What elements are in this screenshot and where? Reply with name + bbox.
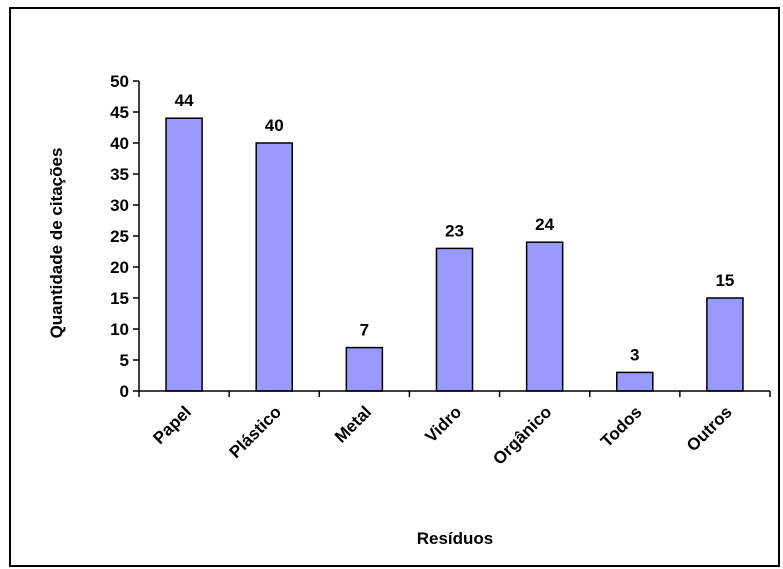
y-tick-label: 5 <box>120 351 129 370</box>
x-axis-title: Resíduos <box>417 529 494 548</box>
y-tick-label: 10 <box>110 320 129 339</box>
bar-orgânico <box>525 241 564 392</box>
x-ticks <box>138 391 771 397</box>
y-tick-label: 35 <box>110 165 129 184</box>
data-label: 15 <box>715 271 734 290</box>
y-tick-label: 20 <box>110 258 129 277</box>
bar-vidro <box>435 247 474 392</box>
category-label: Outros <box>683 402 736 455</box>
bar-outros <box>706 297 744 392</box>
y-ticks <box>133 80 139 392</box>
y-tick-labels: 0 5 10 15 20 25 30 35 40 45 50 <box>110 72 129 401</box>
category-label: Orgânico <box>489 402 555 468</box>
bars <box>165 117 744 392</box>
category-label: Metal <box>331 402 375 446</box>
category-label: Papel <box>149 402 195 448</box>
y-tick-label: 0 <box>120 382 129 401</box>
bar-papel <box>165 117 203 392</box>
category-labels: Papel Plástico Metal Vidro Orgânico Todos Outr… <box>149 402 735 468</box>
data-label: 7 <box>360 321 369 340</box>
bar-plástico <box>255 142 293 392</box>
data-label: 3 <box>630 345 639 364</box>
y-tick-label: 50 <box>110 72 129 91</box>
y-tick-label: 45 <box>110 103 129 122</box>
value-labels: 44 40 7 23 24 3 15 <box>175 91 735 364</box>
category-label: Plástico <box>226 402 286 462</box>
category-label: Todos <box>597 402 646 451</box>
y-axis-title: Quantidade de citações <box>47 148 66 339</box>
data-label: 24 <box>535 215 554 234</box>
y-tick-label: 40 <box>110 134 129 153</box>
bar-todos <box>616 371 654 392</box>
data-label: 40 <box>265 116 284 135</box>
data-label: 23 <box>445 221 464 240</box>
y-tick-label: 25 <box>110 227 129 246</box>
category-label: Vidro <box>421 402 465 446</box>
chart-frame <box>9 7 780 567</box>
y-tick-label: 30 <box>110 196 129 215</box>
y-tick-label: 15 <box>110 289 129 308</box>
bar-metal <box>345 346 384 392</box>
data-label: 44 <box>175 91 194 110</box>
